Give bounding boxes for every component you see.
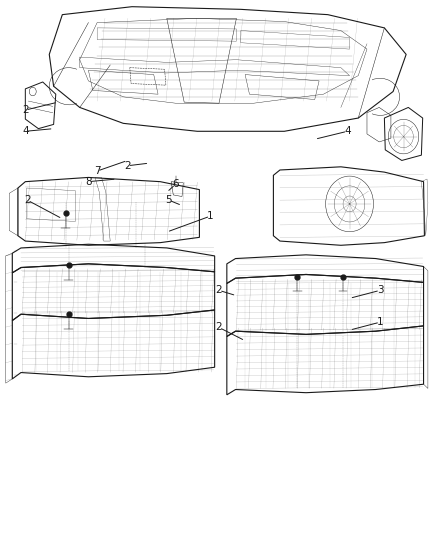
Text: 4: 4 bbox=[22, 126, 28, 136]
Text: 2: 2 bbox=[24, 195, 31, 205]
Text: 3: 3 bbox=[377, 285, 383, 295]
Text: 2: 2 bbox=[22, 105, 28, 115]
Text: 1: 1 bbox=[207, 211, 214, 221]
Text: 6: 6 bbox=[172, 179, 179, 189]
Text: 2: 2 bbox=[124, 161, 131, 171]
Text: 2: 2 bbox=[215, 285, 223, 295]
Text: 1: 1 bbox=[377, 317, 383, 327]
Text: 5: 5 bbox=[166, 195, 172, 205]
Text: 8: 8 bbox=[85, 176, 92, 187]
Text: 7: 7 bbox=[94, 166, 100, 176]
Text: 4: 4 bbox=[344, 126, 351, 136]
Text: 2: 2 bbox=[215, 322, 223, 333]
